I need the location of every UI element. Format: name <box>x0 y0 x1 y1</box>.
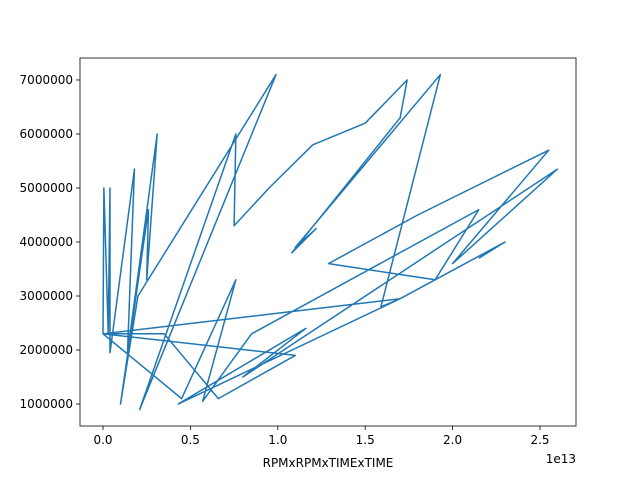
y-tick-label: 7000000 <box>20 73 73 87</box>
x-tick-label: 1.5 <box>356 433 375 447</box>
x-tick-label: 0.5 <box>181 433 200 447</box>
x-axis-label: RPMxRPMxTIMExTIME <box>263 456 394 470</box>
x-tick-label: 0.0 <box>93 433 112 447</box>
data-line <box>102 73 559 411</box>
y-tick-label: 5000000 <box>20 181 73 195</box>
y-tick-label: 1000000 <box>20 397 73 411</box>
y-tick-label: 6000000 <box>20 127 73 141</box>
y-tick-label: 4000000 <box>20 235 73 249</box>
y-tick-label: 2000000 <box>20 343 73 357</box>
x-tick-label: 2.5 <box>530 433 549 447</box>
plot-frame <box>79 57 577 427</box>
y-tick-label: 3000000 <box>20 289 73 303</box>
x-tick-label: 1.0 <box>268 433 287 447</box>
x-offset-label: 1e13 <box>546 452 576 466</box>
x-tick-label: 2.0 <box>443 433 462 447</box>
